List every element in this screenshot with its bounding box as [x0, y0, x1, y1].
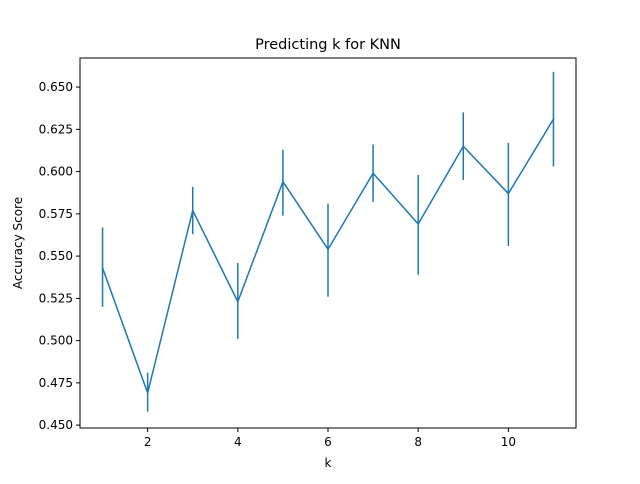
- y-axis-label: Accuracy Score: [11, 197, 25, 289]
- y-tick-label: 0.550: [39, 249, 73, 263]
- y-tick-label: 0.650: [39, 80, 73, 94]
- x-tick-label: 8: [414, 435, 422, 449]
- x-axis-label: k: [325, 456, 332, 470]
- y-tick-label: 0.500: [39, 334, 73, 348]
- y-tick-label: 0.475: [39, 376, 73, 390]
- y-tick-label: 0.575: [39, 207, 73, 221]
- x-tick-label: 10: [501, 435, 516, 449]
- y-tick-label: 0.625: [39, 122, 73, 136]
- x-tick-label: 4: [234, 435, 242, 449]
- x-tick-label: 2: [144, 435, 152, 449]
- plot-area: 2 4 6 8 10 0.450 0.475 0.500 0.525 0.550 0.575 0.60…: [39, 72, 554, 449]
- y-tick-label: 0.450: [39, 418, 73, 432]
- y-tick-label: 0.600: [39, 165, 73, 179]
- chart-title: Predicting k for KNN: [255, 37, 401, 53]
- y-tick-label: 0.525: [39, 291, 73, 305]
- x-tick-label: 6: [324, 435, 332, 449]
